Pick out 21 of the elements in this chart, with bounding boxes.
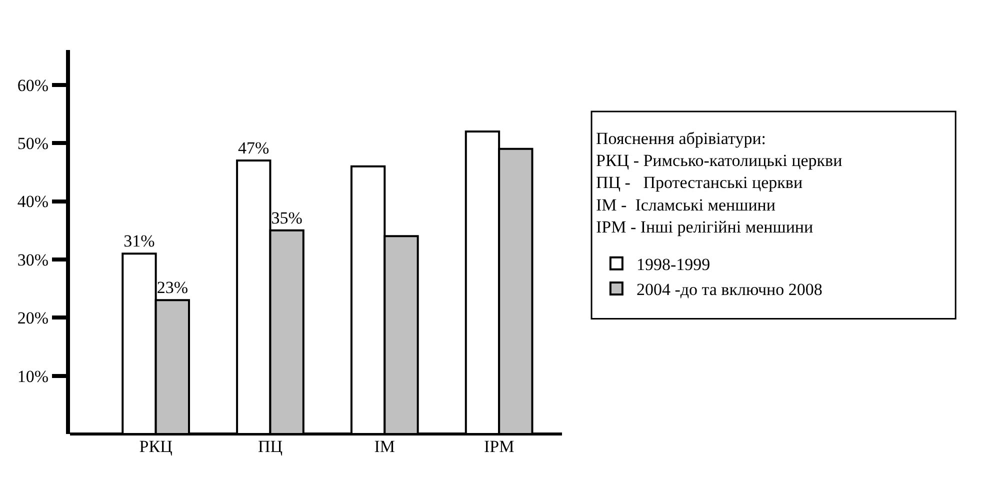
data-label: 47%: [238, 138, 270, 158]
text: ІМ - Ісламські меншини: [596, 195, 776, 214]
y-tick-label: 40%: [17, 192, 49, 212]
legend-label: 2004 -до та включно 2008: [636, 280, 822, 300]
text: РКЦ - Римсько-католицькі церкви: [596, 151, 842, 170]
text: ПЦ - Протестанські церкви: [596, 173, 803, 192]
y-tick-label: 30%: [17, 250, 49, 270]
x-tick-label: ІМ: [374, 437, 396, 456]
x-tick-label: ПЦ: [258, 437, 283, 456]
x-tick-label: ІРМ: [484, 437, 514, 456]
y-tick-label: 50%: [17, 134, 49, 154]
x-tick-label: РКЦ: [139, 437, 172, 456]
y-tick-label: 20%: [17, 308, 49, 328]
text: ІРМ - Інші релігійні меншини: [596, 217, 814, 236]
text: Пояснення абрівіатури:: [596, 129, 766, 148]
y-tick-label: 60%: [17, 76, 49, 95]
legend-label: 1998-1999: [636, 255, 710, 274]
y-tick-label: 10%: [17, 366, 49, 386]
data-label: 23%: [156, 278, 188, 298]
data-label: 35%: [271, 208, 302, 228]
data-label: 31%: [124, 232, 155, 251]
